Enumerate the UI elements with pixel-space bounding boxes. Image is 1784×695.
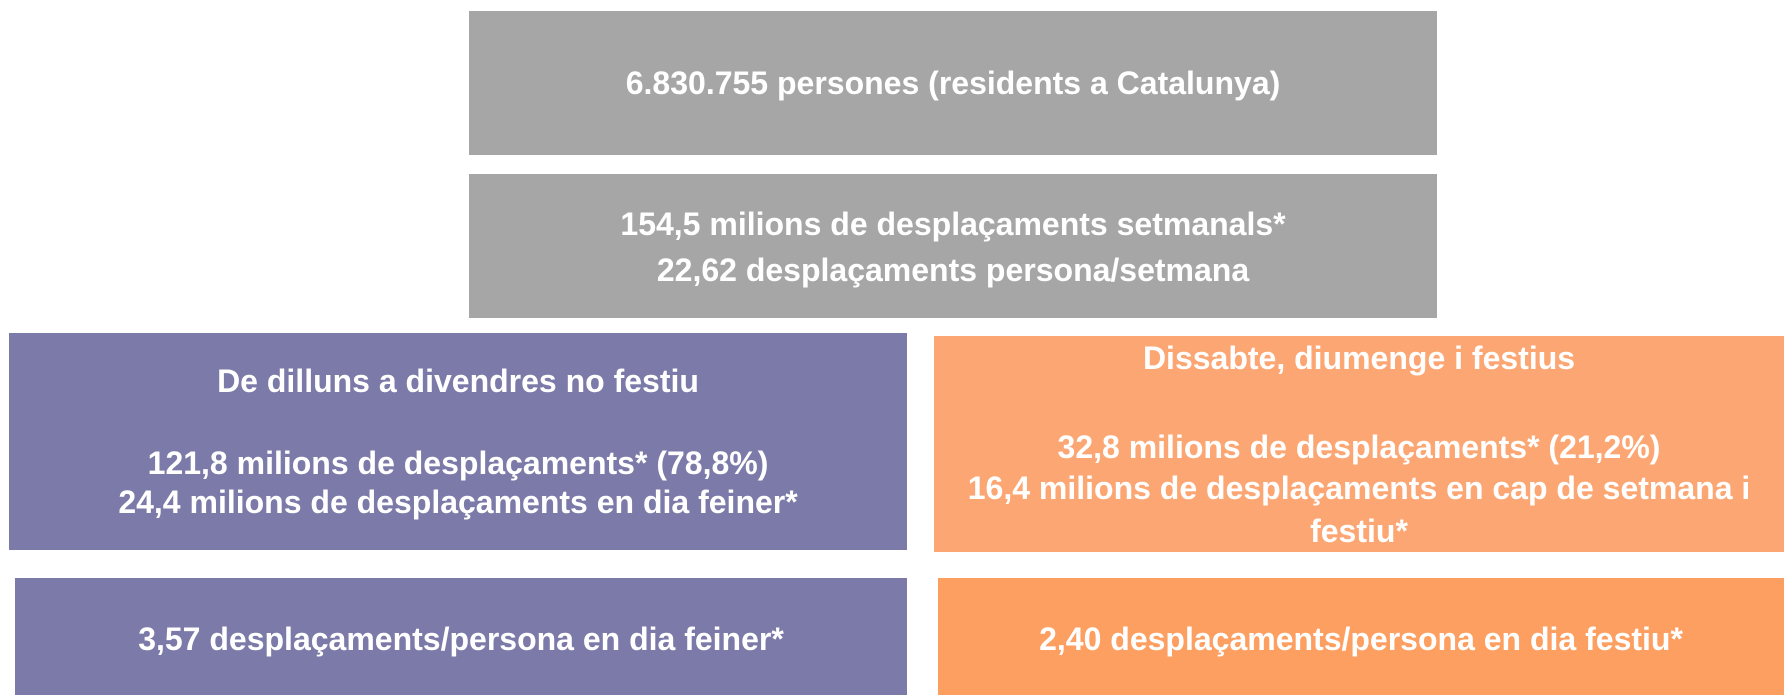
box-text: 2,40 desplaçaments/persona en dia festiu… (1039, 621, 1683, 657)
box-heading: De dilluns a divendres no festiu (217, 363, 699, 399)
box-text: 22,62 desplaçaments persona/setmana (656, 252, 1250, 288)
box-text: 16,4 milions de desplaçaments en cap de … (967, 470, 1751, 549)
weekday-box: De dilluns a divendres no festiu 121,8 m… (9, 333, 907, 550)
box-text: 154,5 milions de desplaçaments setmanals… (620, 206, 1286, 242)
box-heading: Dissabte, diumenge i festius (1142, 340, 1576, 376)
weekly-trips-box: 154,5 milions de desplaçaments setmanals… (469, 174, 1437, 318)
box-text: 121,8 milions de desplaçaments* (78,8%) (147, 445, 769, 481)
population-box: 6.830.755 persones (residents a Cataluny… (469, 11, 1437, 155)
box-text: 32,8 milions de desplaçaments* (21,2%) (1057, 429, 1661, 465)
box-text: 24,4 milions de desplaçaments en dia fei… (118, 484, 798, 520)
box-text: 6.830.755 persones (residents a Cataluny… (625, 65, 1281, 101)
weekend-box: Dissabte, diumenge i festius 32,8 milion… (934, 336, 1784, 552)
box-text: 3,57 desplaçaments/persona en dia feiner… (138, 621, 784, 657)
weekday-rate-box: 3,57 desplaçaments/persona en dia feiner… (15, 578, 907, 695)
holiday-rate-box: 2,40 desplaçaments/persona en dia festiu… (938, 578, 1784, 695)
